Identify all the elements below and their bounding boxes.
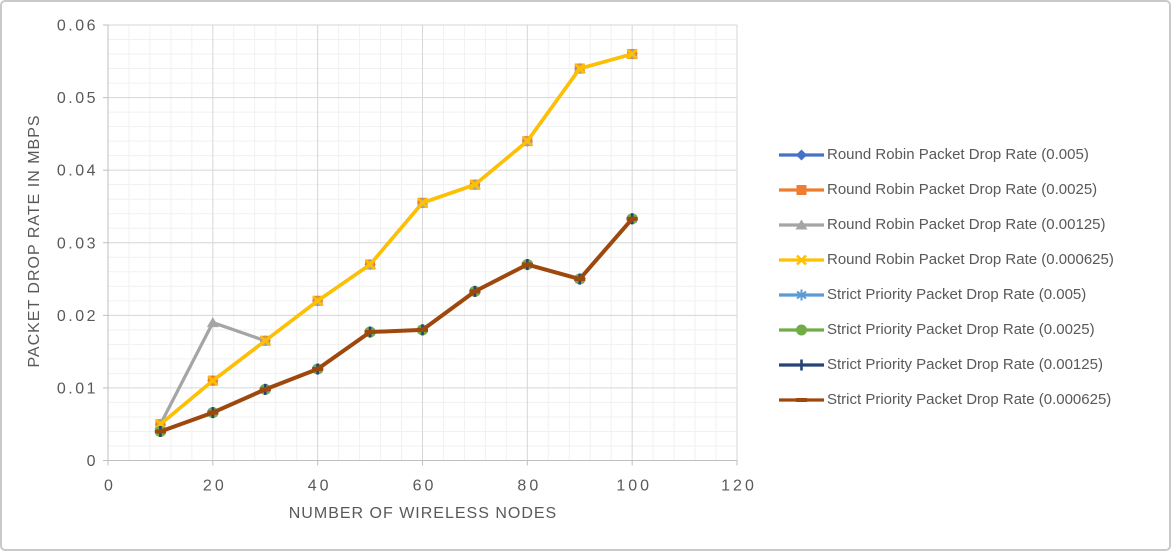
legend-item-3: Round Robin Packet Drop Rate (0.00125) (778, 207, 1114, 242)
x-tick-label: 80 (517, 478, 541, 495)
y-tick-label: 0.04 (57, 163, 98, 180)
legend-swatch (779, 219, 824, 229)
legend-label: Strict Priority Packet Drop Rate (0.0025… (827, 321, 1095, 338)
legend-item-2: Round Robin Packet Drop Rate (0.0025) (778, 172, 1114, 207)
series-line (159, 217, 634, 433)
series-7 (154, 213, 638, 437)
x-marker-icon (207, 375, 219, 387)
legend-label: Strict Priority Packet Drop Rate (0.0012… (827, 356, 1103, 373)
series-4 (154, 48, 638, 430)
triangle-marker-icon (795, 219, 808, 229)
series-5 (155, 213, 638, 437)
legend-swatch (779, 184, 824, 195)
legend-item-7: Strict Priority Packet Drop Rate (0.0012… (778, 347, 1114, 382)
legend-swatch (779, 324, 824, 335)
series-2 (155, 49, 638, 430)
x-tick-label: 0 (104, 478, 116, 495)
y-tick-label: 0 (87, 453, 98, 470)
series-line (159, 217, 634, 434)
legend-item-6: Strict Priority Packet Drop Rate (0.0025… (778, 312, 1114, 347)
y-tick-label: 0.06 (57, 18, 98, 35)
y-tick-label: 0.02 (57, 308, 98, 325)
legend-item-8: Strict Priority Packet Drop Rate (0.0006… (778, 382, 1114, 417)
legend-swatch (779, 359, 824, 370)
legend-label: Round Robin Packet Drop Rate (0.0025) (827, 181, 1098, 198)
y-tick-label: 0.03 (57, 235, 98, 252)
diamond-marker-icon (796, 149, 807, 160)
asterisk-marker-icon (796, 290, 807, 299)
legend-swatch (779, 254, 824, 265)
x-marker-icon (521, 135, 533, 147)
x-tick-label: 20 (203, 478, 227, 495)
legend-swatch (779, 289, 824, 300)
legend-swatch (779, 149, 824, 160)
legend-item-4: Round Robin Packet Drop Rate (0.000625) (778, 242, 1114, 277)
plot-area: 0 0.01 0.02 0.03 0.04 0.05 0.06 0 20 40 60 80 100 120 (57, 18, 757, 495)
x-tick-label: 120 (721, 478, 757, 495)
x-tick-label: 40 (308, 478, 332, 495)
x-marker-icon (796, 254, 807, 265)
legend-swatch (779, 397, 824, 402)
series-line (159, 52, 633, 426)
x-tick-label: 60 (413, 478, 437, 495)
series-8 (154, 216, 638, 434)
x-marker-icon (417, 197, 428, 209)
series-line (159, 217, 634, 433)
legend-label: Round Robin Packet Drop Rate (0.005) (827, 146, 1089, 163)
y-axis-title: PACKET DROP RATE IN MBPS (26, 114, 43, 368)
circle-marker-icon (796, 324, 807, 335)
legend-item-5: Strict Priority Packet Drop Rate (0.005) (778, 277, 1114, 312)
x-marker-icon (312, 295, 324, 307)
legend: Round Robin Packet Drop Rate (0.005) Roun… (778, 137, 1114, 417)
x-marker-icon (259, 335, 271, 347)
legend-label: Strict Priority Packet Drop Rate (0.0006… (827, 391, 1112, 408)
legend-label: Round Robin Packet Drop Rate (0.000625) (827, 251, 1114, 268)
x-axis-title: NUMBER OF WIRELESS NODES (288, 505, 558, 522)
x-marker-icon (574, 63, 586, 74)
legend-label: Round Robin Packet Drop Rate (0.00125) (827, 216, 1106, 233)
legend-label: Strict Priority Packet Drop Rate (0.005) (827, 286, 1087, 303)
x-marker-icon (626, 48, 638, 60)
series-1 (154, 48, 638, 430)
y-tick-label: 0.01 (57, 380, 98, 397)
y-tick-label: 0.05 (57, 90, 98, 107)
square-marker-icon (796, 184, 807, 195)
legend-item-1: Round Robin Packet Drop Rate (0.005) (778, 137, 1114, 172)
x-marker-icon (469, 179, 481, 191)
x-tick-label: 100 (616, 478, 652, 495)
series-line (159, 217, 634, 433)
series-6 (154, 213, 638, 437)
x-marker-icon (364, 259, 376, 270)
triangle-marker-icon (206, 317, 219, 328)
